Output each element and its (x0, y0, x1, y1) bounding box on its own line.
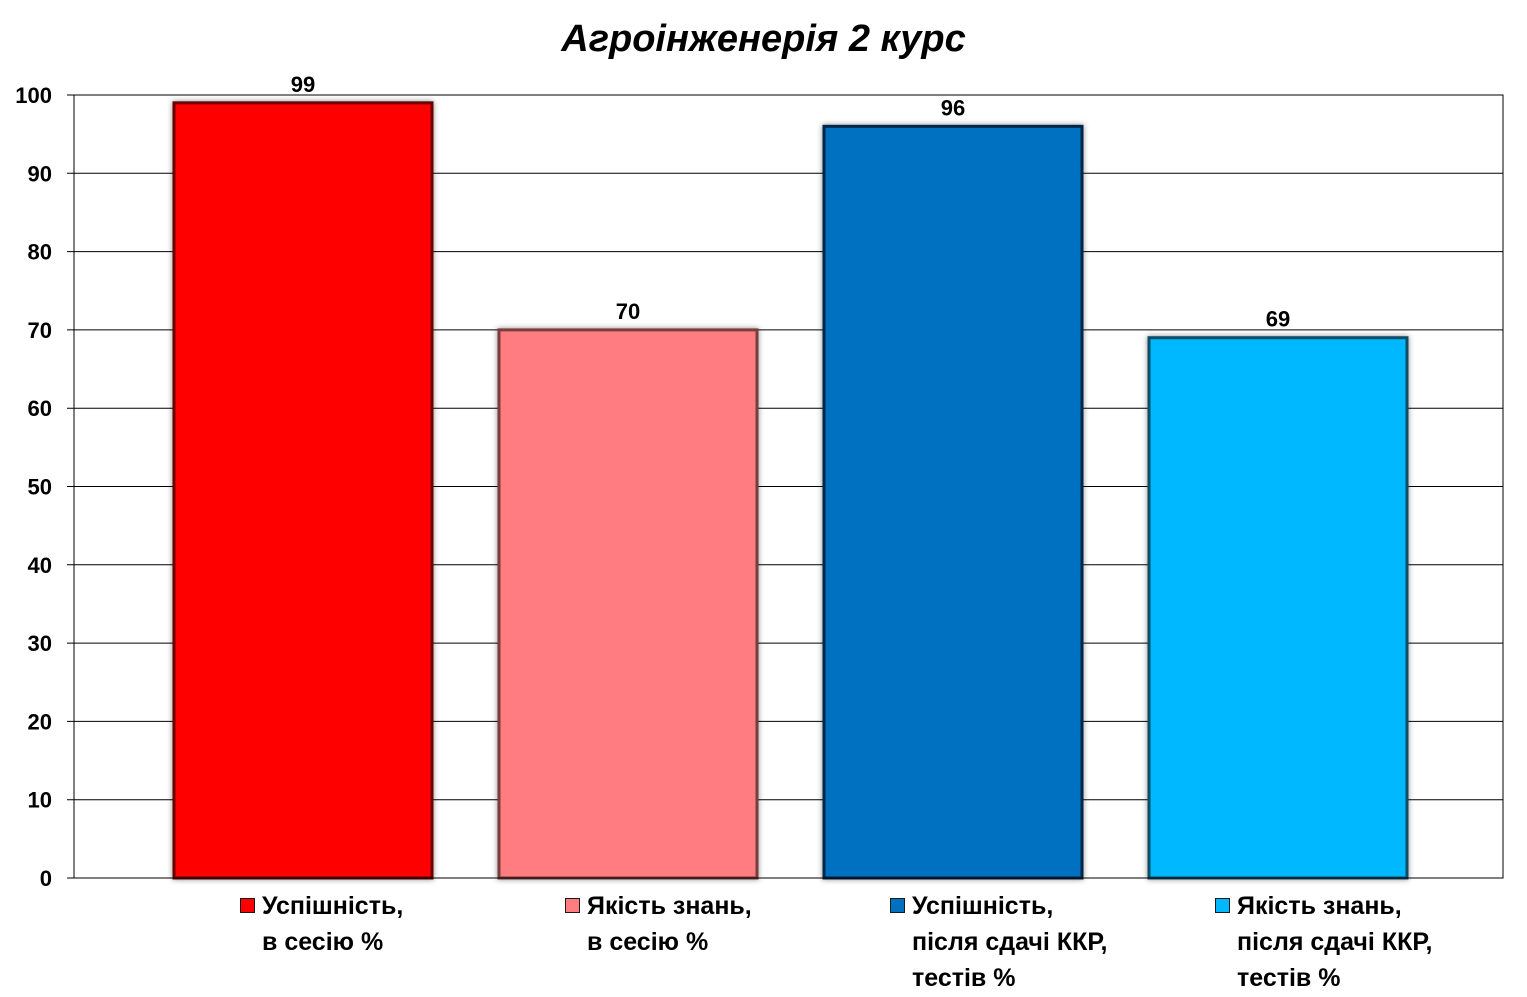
y-tick-label: 100 (15, 83, 52, 108)
plot-area-frame (73, 94, 1504, 879)
legend-swatch (565, 898, 580, 913)
y-tick-label: 30 (28, 631, 52, 656)
y-tick-label: 10 (28, 788, 52, 813)
legend-label: Якість знань, в сесію % (587, 892, 752, 956)
legend-label: Успішність, в сесію % (262, 892, 404, 956)
legend-item: Якість знань, після сдачі ККР, тестів % (1215, 888, 1433, 996)
legend-item: Успішність, після сдачі ККР, тестів % (890, 888, 1108, 996)
legend-label: Якість знань, після сдачі ККР, тестів % (1237, 892, 1433, 992)
legend-item: Якість знань, в сесію % (565, 888, 752, 960)
y-tick-label: 60 (28, 396, 52, 421)
y-tick-label: 50 (28, 475, 52, 500)
legend-swatch (890, 898, 905, 913)
bar (172, 101, 434, 880)
data-label: 99 (291, 72, 315, 97)
data-label: 96 (941, 95, 965, 120)
legend-swatch (1215, 898, 1230, 913)
legend-label: Успішність, після сдачі ККР, тестів % (912, 892, 1108, 992)
y-tick-label: 40 (28, 553, 52, 578)
y-tick-label: 20 (28, 709, 52, 734)
y-tick-label: 0 (40, 866, 52, 891)
bar (497, 328, 759, 880)
bar (822, 124, 1084, 880)
legend-swatch (240, 898, 255, 913)
y-tick-label: 80 (28, 240, 52, 265)
data-label: 69 (1266, 307, 1290, 332)
y-tick-label: 90 (28, 161, 52, 186)
chart-title: Агроінженерія 2 курс (561, 18, 966, 60)
bar (1147, 336, 1409, 880)
legend-item: Успішність, в сесію % (240, 888, 403, 960)
data-label: 70 (616, 299, 640, 324)
y-tick-label: 70 (28, 318, 52, 343)
